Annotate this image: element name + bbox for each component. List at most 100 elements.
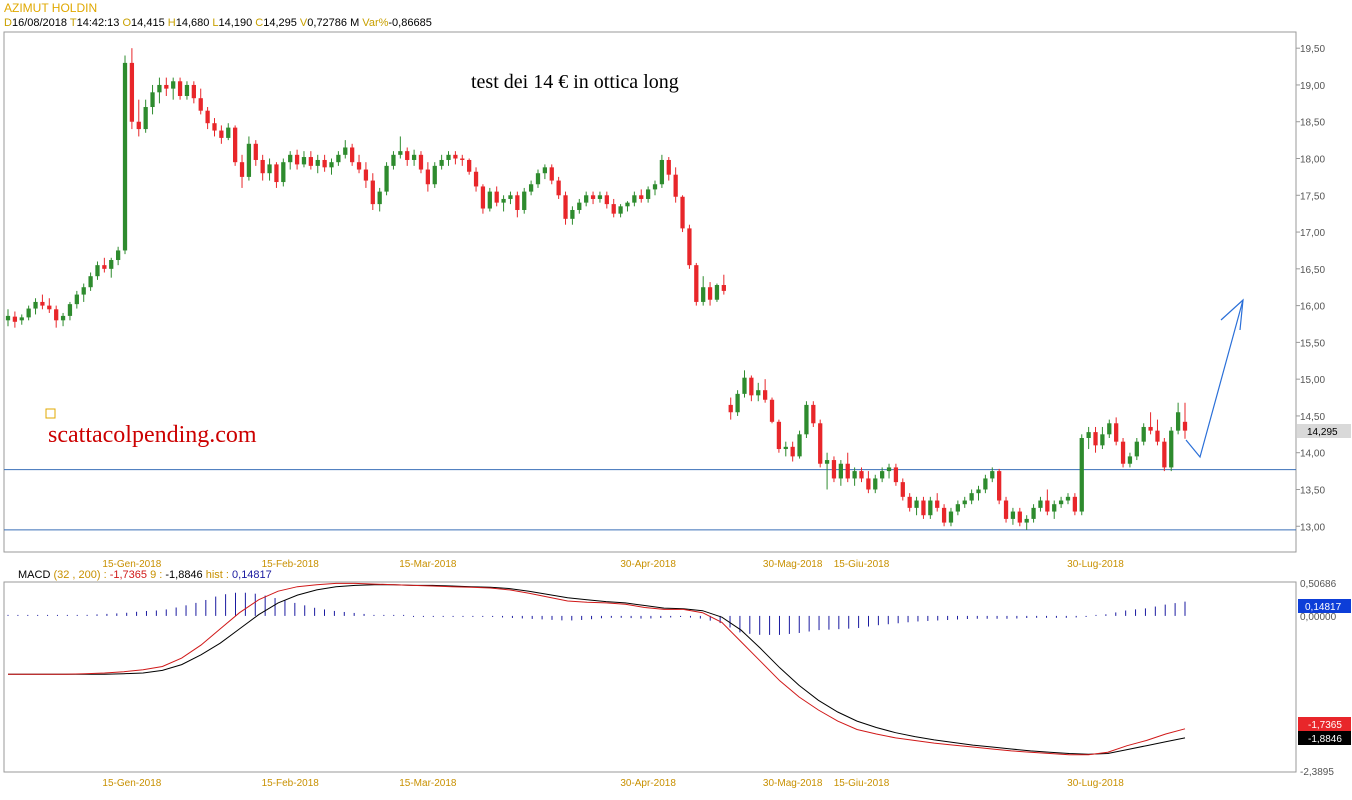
candle (687, 224, 692, 269)
candle (136, 99, 141, 137)
candle (769, 397, 775, 424)
candle (728, 397, 733, 420)
candle (233, 125, 238, 166)
hist-value-label: 0,14817 (1305, 602, 1342, 613)
support-lines (4, 469, 1296, 531)
macd-line (8, 582, 1186, 756)
candle (1010, 507, 1016, 525)
last-price-label: 14,295 (1307, 427, 1338, 438)
candle (26, 305, 31, 321)
candle (205, 107, 210, 130)
candle (577, 198, 582, 214)
candle (405, 147, 410, 166)
macd-value-tag (1298, 717, 1351, 731)
x-tick-label: 30-Apr-2018 (620, 778, 676, 789)
candle (928, 496, 933, 519)
candle (515, 191, 520, 218)
candle (542, 164, 548, 180)
candle (1072, 493, 1078, 516)
y-tick-label: 19,50 (1300, 44, 1325, 55)
candle (1058, 496, 1064, 508)
candle (645, 186, 651, 203)
candle (618, 204, 623, 218)
candle (432, 162, 437, 188)
candle (308, 151, 313, 170)
x-tick-label: 15-Mar-2018 (399, 559, 457, 570)
candle (584, 191, 589, 207)
y-tick-label: 15,50 (1300, 338, 1325, 349)
header-label: T (67, 17, 77, 29)
signal-value-label: -1,8846 (1308, 734, 1342, 745)
candle (990, 467, 995, 483)
candle (171, 77, 176, 100)
candle (122, 55, 128, 255)
macd-x-axis: 15-Gen-2018 15-Feb-2018 15-Mar-2018 30-Apr-… (102, 778, 1124, 789)
candle (735, 390, 740, 416)
macd-y-tick-label: -2,3895 (1300, 767, 1334, 778)
candle (776, 419, 782, 453)
candle (632, 191, 637, 207)
candle (391, 151, 396, 170)
candle (625, 201, 630, 212)
candle (914, 496, 919, 516)
candle (941, 504, 947, 527)
x-tick-label: 15-Gen-2018 (102, 778, 161, 789)
hist-value-tag (1298, 599, 1351, 613)
candle (164, 77, 169, 96)
macd-value-label: -1,7365 (1308, 720, 1342, 731)
candle (756, 382, 761, 402)
candle (88, 272, 93, 291)
candle (411, 149, 417, 166)
candle (239, 154, 245, 188)
candle (1038, 496, 1043, 512)
macd-y-axis: 0,50686 0,00000 -2,3895 (1300, 579, 1337, 778)
candle (150, 84, 155, 115)
y-tick-label: 13,00 (1300, 522, 1325, 533)
y-tick-label: 16,50 (1300, 265, 1325, 276)
candle (804, 401, 809, 438)
macd-header-part: -1,8846 (165, 569, 202, 581)
candle (652, 180, 658, 196)
forecast-arrow (1185, 298, 1244, 459)
candle (12, 311, 18, 328)
candle (115, 246, 121, 266)
candle (384, 162, 389, 196)
x-tick-label: 15-Mar-2018 (399, 778, 457, 789)
y-tick-label: 19,00 (1300, 81, 1325, 92)
candle (873, 474, 878, 494)
x-tick-label: 30-Mag-2018 (763, 778, 823, 789)
header-value: 14:42:13 (77, 17, 120, 29)
candle (790, 441, 795, 462)
macd-header-part: (32 , 200) : (50, 569, 109, 581)
candle (226, 123, 231, 141)
candle (824, 452, 830, 490)
macd-histogram (7, 592, 1186, 635)
macd-y-tick-label: 0,00000 (1300, 612, 1337, 623)
price-x-axis: 15-Gen-2018 15-Feb-2018 15-Mar-2018 30-Apr-… (102, 559, 1124, 570)
candle (288, 151, 293, 170)
candle (54, 305, 59, 328)
candle (893, 463, 899, 486)
header-value: -0,86685 (388, 17, 431, 29)
candle (246, 136, 252, 181)
candle (880, 467, 885, 483)
y-tick-label: 14,50 (1300, 412, 1325, 423)
candle (212, 118, 217, 137)
candle (1052, 500, 1057, 519)
candle (886, 463, 892, 479)
header-value: 14,190 (219, 17, 253, 29)
candle (1024, 515, 1029, 530)
last-price-tag (1297, 424, 1351, 438)
header-value: 16/08/2018 (12, 17, 67, 29)
header-value: 14,295 (263, 17, 297, 29)
candle (356, 154, 362, 174)
candle (955, 500, 960, 516)
candle (673, 167, 678, 203)
candle (501, 195, 506, 212)
candle (95, 261, 100, 280)
candle (301, 151, 307, 168)
candle (1148, 412, 1153, 435)
candle (184, 81, 190, 100)
candle (611, 198, 616, 218)
macd-header-part: hist : (203, 569, 232, 581)
